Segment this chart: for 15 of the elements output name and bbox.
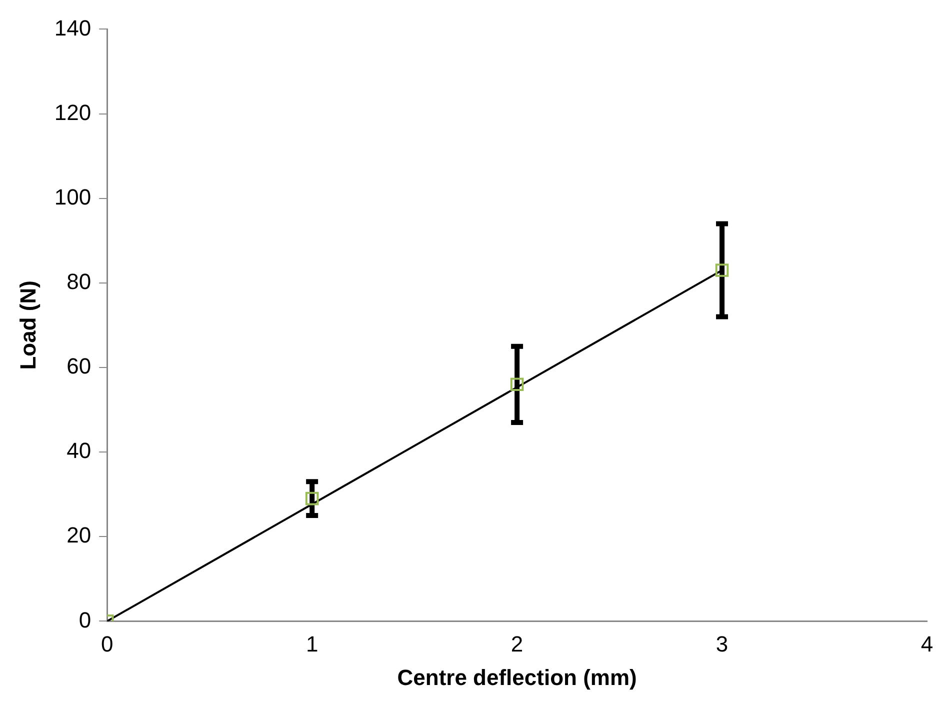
x-tick-label: 1 [306, 631, 318, 656]
x-tick-label: 3 [716, 631, 728, 656]
y-axis-title: Load (N) [15, 280, 40, 370]
y-tick-label: 80 [66, 268, 92, 294]
y-tick-label: 60 [66, 354, 92, 379]
y-tick-label: 100 [54, 184, 92, 210]
y-tick-label: 0 [78, 607, 92, 632]
x-tick-label: 2 [510, 631, 524, 656]
y-tick-label: 140 [54, 15, 92, 40]
y-tick-label: 20 [66, 522, 92, 548]
y-tick-label: 120 [54, 100, 92, 125]
y-tick-label: 40 [66, 438, 92, 464]
x-axis-title: Centre deflection (mm) [397, 664, 637, 690]
x-tick-label: 4 [920, 631, 934, 656]
x-tick-label: 0 [100, 631, 114, 656]
